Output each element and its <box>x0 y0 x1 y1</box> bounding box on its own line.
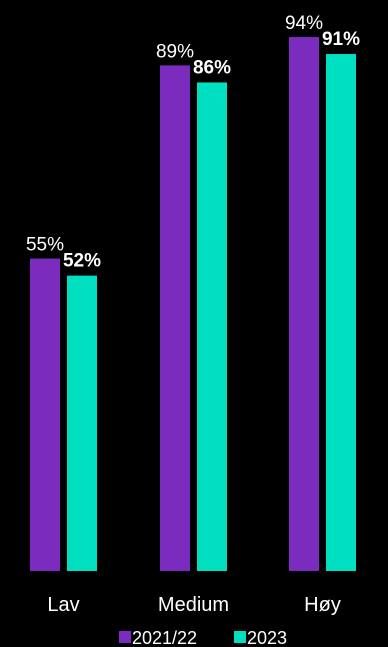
legend-swatch-2021-22 <box>119 631 131 643</box>
category-labels-layer: Lav Medium Høy <box>47 594 340 616</box>
legend-label-2023: 2023 <box>247 628 287 647</box>
value-label-lav-2021-22: 55% <box>26 235 64 256</box>
category-label-høy: Høy <box>304 594 341 616</box>
value-label-medium-2021-22: 89% <box>156 41 194 62</box>
legend-swatch-2023 <box>234 631 246 643</box>
value-label-høy-2021-22: 94% <box>285 13 323 34</box>
value-labels-layer: 55%52% 89%86% 94%91% <box>26 13 360 272</box>
bar-høy-2023 <box>326 54 356 572</box>
bar-lav-2021-22 <box>30 258 60 571</box>
value-label-lav-2023: 52% <box>63 251 101 272</box>
bar-medium-2021-22 <box>160 65 190 571</box>
bars-layer <box>30 37 356 572</box>
bar-høy-2021-22 <box>289 37 319 571</box>
category-label-medium: Medium <box>158 594 229 616</box>
bar-medium-2023 <box>197 82 227 571</box>
legend-label-2021-22: 2021/22 <box>132 628 197 647</box>
legend: 2021/22 2023 <box>119 628 287 647</box>
value-label-høy-2023: 91% <box>322 29 360 50</box>
category-label-lav: Lav <box>47 594 79 616</box>
value-label-medium-2023: 86% <box>193 57 231 78</box>
bar-lav-2023 <box>67 275 97 571</box>
